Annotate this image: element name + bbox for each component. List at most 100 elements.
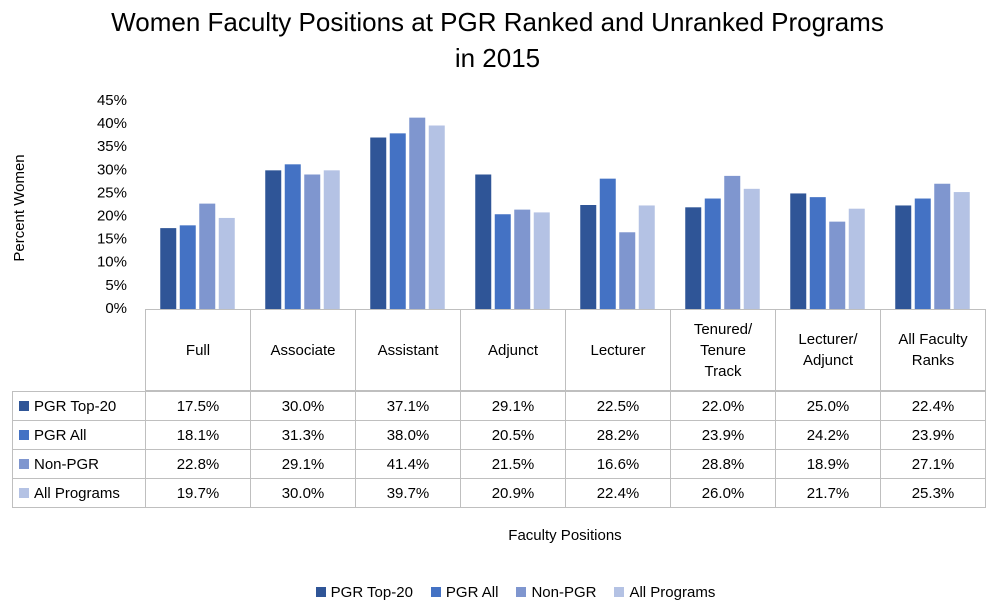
legend-label: All Programs [629, 583, 716, 601]
y-tick-label: 35% [97, 138, 127, 155]
value-label: 18.1% [145, 420, 251, 450]
value-label: 27.1% [880, 449, 986, 479]
legend-item: All Programs [614, 584, 715, 601]
bar [160, 228, 177, 309]
x-axis-label: Faculty Positions [508, 527, 621, 544]
value-label: 37.1% [355, 391, 461, 421]
legend-label: All Programs [34, 484, 120, 502]
bar [829, 221, 846, 309]
category-label: Full [145, 309, 251, 391]
value-label: 22.0% [670, 391, 776, 421]
bar [389, 133, 406, 309]
category-label: Tenured/ Tenure Track [670, 309, 776, 391]
category-label: Assistant [355, 309, 461, 391]
legend-label: Non-PGR [34, 455, 100, 473]
value-label: 21.7% [775, 478, 881, 508]
value-label: 39.7% [355, 478, 461, 508]
legend-label: PGR Top-20 [330, 583, 413, 601]
bar [284, 164, 301, 309]
y-tick-label: 30% [97, 161, 127, 178]
value-label: 22.4% [880, 391, 986, 421]
bar [323, 170, 340, 309]
legend-swatch [315, 587, 326, 597]
value-label: 28.8% [670, 449, 776, 479]
y-tick-label: 0% [105, 300, 127, 317]
legend-swatch [614, 587, 625, 597]
value-label: 20.9% [460, 478, 566, 508]
bar [475, 174, 492, 309]
table-legend-entry: PGR Top-20 [12, 391, 146, 421]
value-label: 23.9% [670, 420, 776, 450]
value-label: 18.9% [775, 449, 881, 479]
y-tick-label: 5% [105, 277, 127, 294]
y-tick-label: 15% [97, 231, 127, 248]
legend-label: PGR All [445, 583, 499, 601]
value-label: 16.6% [565, 449, 671, 479]
legend-item: Non-PGR [516, 584, 596, 601]
bar [179, 225, 196, 309]
bar [953, 192, 970, 309]
bar [304, 174, 321, 309]
value-label: 19.7% [145, 478, 251, 508]
bar [370, 137, 387, 309]
y-tick-label: 10% [97, 254, 127, 271]
value-label: 24.2% [775, 420, 881, 450]
legend-label: Non-PGR [531, 583, 597, 601]
value-label: 22.8% [145, 449, 251, 479]
legend-swatch [19, 401, 29, 411]
value-label: 17.5% [145, 391, 251, 421]
category-label: All Faculty Ranks [880, 309, 986, 391]
bar [809, 197, 826, 309]
bar [409, 117, 426, 309]
bar [895, 205, 912, 309]
bar [428, 125, 445, 310]
value-label: 28.2% [565, 420, 671, 450]
bar [638, 205, 655, 309]
chart-title: Women Faculty Positions at PGR Ranked an… [111, 7, 884, 73]
bar [514, 209, 531, 309]
bar [685, 207, 702, 309]
legend-item: PGR Top-20 [315, 583, 413, 601]
bar [533, 212, 550, 309]
y-tick-label: 20% [97, 208, 127, 225]
y-tick-label: 25% [97, 184, 127, 201]
table-legend-entry: PGR All [12, 420, 146, 450]
value-label: 29.1% [460, 391, 566, 421]
bar [494, 214, 511, 309]
legend: PGR Top-20 PGR All Non-PGR All Programs [0, 580, 991, 604]
legend-item: PGR All [430, 583, 499, 601]
bar [619, 232, 636, 309]
category-label: Lecturer [565, 309, 671, 391]
legend-label: PGR Top-20 [34, 397, 117, 415]
bar [704, 198, 721, 309]
bar [199, 203, 216, 309]
legend-label: PGR All [34, 426, 87, 444]
category-label: Adjunct [460, 309, 566, 391]
value-label: 21.5% [460, 449, 566, 479]
value-label: 25.3% [880, 478, 986, 508]
value-label: 38.0% [355, 420, 461, 450]
category-label: Lecturer/ Adjunct [775, 309, 881, 391]
bar [265, 170, 282, 309]
value-label: 22.5% [565, 391, 671, 421]
legend-swatch [19, 488, 29, 498]
value-label: 29.1% [250, 449, 356, 479]
legend-swatch [516, 587, 527, 597]
value-label: 30.0% [250, 391, 356, 421]
bar [724, 175, 741, 309]
table-legend-entry: All Programs [12, 478, 146, 508]
bar [580, 205, 597, 309]
legend-swatch [430, 587, 441, 597]
bar [790, 193, 807, 309]
table-legend-entry: Non-PGR [12, 449, 146, 479]
value-label: 31.3% [250, 420, 356, 450]
bar [848, 208, 865, 309]
value-label: 41.4% [355, 449, 461, 479]
category-label: Associate [250, 309, 356, 391]
bar [743, 188, 760, 309]
value-label: 20.5% [460, 420, 566, 450]
y-tick-label: 45% [97, 92, 127, 109]
bar [914, 198, 931, 309]
value-label: 26.0% [670, 478, 776, 508]
